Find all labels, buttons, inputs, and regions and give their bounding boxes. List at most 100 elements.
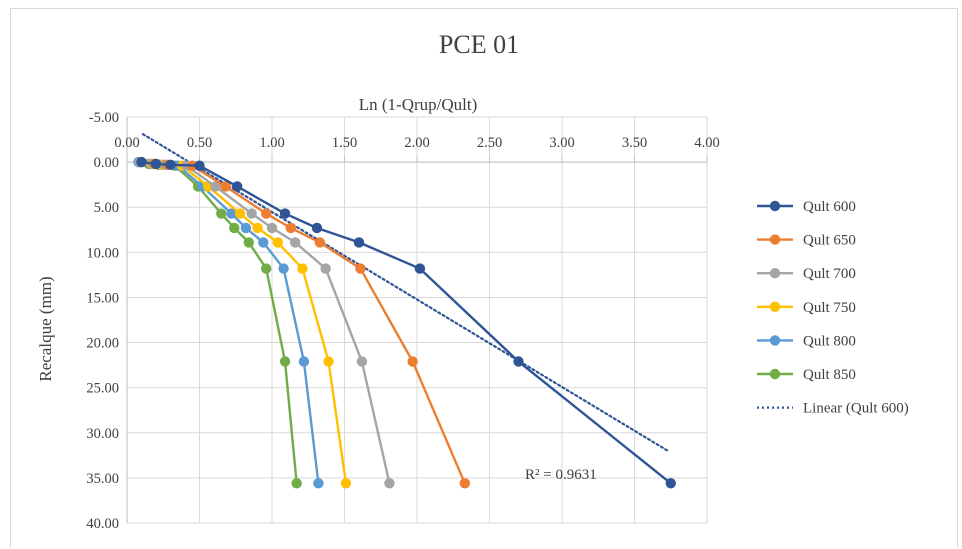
y-tick-label: 10.00 (86, 245, 119, 261)
data-point (407, 356, 418, 367)
data-point (232, 181, 243, 192)
legend-marker (769, 234, 781, 245)
legend-item-trendline: Linear (Qult 600) (757, 401, 909, 417)
data-point (297, 263, 308, 274)
data-point (229, 222, 240, 234)
y-tick-labels: -5.00 0.00 5.00 10.00 15.00 20.00 25.00 30.00 35… (86, 110, 119, 532)
y-tick-label: 40.00 (86, 516, 119, 532)
data-point (272, 237, 283, 248)
data-point (220, 181, 231, 192)
data-point (226, 208, 237, 219)
legend-item: Qult 800 (757, 333, 856, 349)
data-point (355, 263, 366, 274)
data-point (266, 222, 278, 234)
y-tick-label: 35.00 (86, 471, 119, 487)
series-line (141, 160, 466, 484)
data-point (285, 222, 297, 234)
legend-item: Qult 850 (757, 367, 856, 383)
data-point (246, 208, 257, 219)
data-point (340, 478, 352, 489)
trendline (141, 133, 671, 453)
data-point (353, 237, 365, 248)
x-tick-label: 1.00 (259, 135, 284, 151)
data-point (210, 181, 221, 192)
legend-marker (769, 368, 781, 380)
data-point (290, 237, 301, 248)
data-point (320, 263, 331, 274)
y-tick-label: 25.00 (86, 381, 119, 397)
data-point (150, 158, 162, 170)
data-point (136, 156, 147, 168)
data-point (165, 159, 176, 171)
chart-svg: PCE 01 Ln (1-Qrup/Qult) Recalque (mm) 0.… (36, 30, 909, 532)
data-point (279, 356, 291, 367)
x-tick-label: 1.50 (332, 135, 357, 151)
data-point (243, 237, 254, 248)
data-point (240, 222, 252, 234)
legend-label: Qult 800 (803, 333, 856, 349)
legend-marker (769, 335, 781, 346)
data-point (459, 478, 471, 489)
legend-label: Qult 850 (803, 367, 856, 383)
data-point (414, 263, 426, 274)
legend: Qult 600 Qult 650 Qult 700 Qult 750 Qult 800… (757, 199, 909, 417)
data-point (513, 356, 524, 367)
data-point (291, 478, 302, 489)
axes (126, 117, 708, 523)
y-tick-label: 15.00 (86, 290, 119, 306)
data-point (258, 237, 269, 248)
legend-label: Qult 600 (803, 199, 856, 215)
data-point (665, 478, 676, 489)
x-tick-label: 2.00 (404, 135, 429, 151)
data-point (234, 208, 246, 219)
x-axis-title: Ln (1-Qrup/Qult) (359, 95, 478, 114)
series-layer (133, 156, 676, 489)
series-qult-600 (136, 156, 676, 489)
legend-item: Qult 650 (757, 233, 856, 249)
chart-frame: PCE 01 Ln (1-Qrup/Qult) Recalque (mm) 0.… (10, 8, 958, 548)
r-squared-annotation: R² = 0.9631 (525, 467, 597, 483)
legend-item: Qult 600 (757, 199, 856, 215)
data-point (278, 263, 289, 274)
y-tick-label: 0.00 (94, 155, 119, 171)
data-point (323, 356, 334, 367)
series-qult-850 (133, 156, 302, 489)
data-point (216, 208, 227, 219)
y-tick-label: 30.00 (86, 426, 119, 442)
data-point (384, 478, 395, 489)
x-tick-label: 3.00 (549, 135, 574, 151)
legend-item: Qult 750 (757, 300, 856, 316)
legend-label: Qult 700 (803, 266, 856, 282)
legend-marker (769, 268, 781, 279)
data-point (313, 478, 324, 489)
y-axis-title: Recalque (mm) (36, 276, 55, 381)
x-tick-label: 3.50 (622, 135, 647, 151)
x-tick-label: 2.50 (477, 135, 502, 151)
data-point (279, 208, 291, 219)
trendline-layer (141, 133, 671, 453)
series-qult-650 (136, 156, 471, 489)
data-point (194, 160, 205, 171)
y-tick-label: -5.00 (89, 110, 119, 126)
y-tick-label: 5.00 (94, 200, 119, 216)
y-tick-label: 20.00 (86, 336, 119, 352)
data-point (314, 237, 326, 248)
data-point (261, 263, 272, 274)
chart-title: PCE 01 (439, 30, 519, 59)
legend-marker (769, 301, 781, 312)
data-point (298, 356, 310, 367)
data-point (252, 222, 263, 234)
legend-marker (769, 200, 781, 212)
data-point (261, 208, 272, 219)
x-tick-label: 0.50 (187, 135, 212, 151)
legend-label: Linear (Qult 600) (803, 401, 909, 417)
data-point (356, 356, 368, 367)
legend-label: Qult 750 (803, 300, 856, 316)
series-qult-800 (133, 156, 324, 489)
data-point (311, 222, 323, 234)
x-tick-label: 4.00 (694, 135, 719, 151)
x-tick-label: 0.00 (114, 135, 139, 151)
legend-label: Qult 650 (803, 233, 856, 249)
legend-item: Qult 700 (757, 266, 856, 282)
x-tick-labels: 0.00 0.50 1.00 1.50 2.00 2.50 3.00 3.50 4.00 (114, 135, 719, 151)
